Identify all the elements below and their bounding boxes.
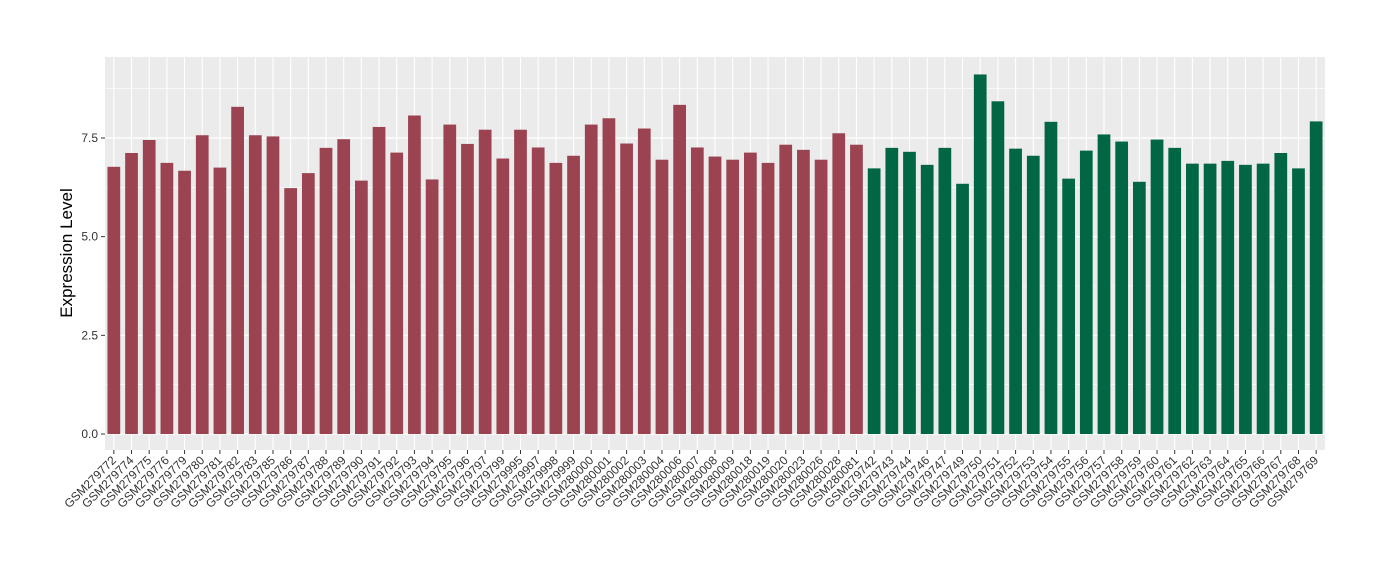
bar-GSM280006: [673, 104, 687, 435]
bar-GSM279792: [390, 152, 404, 434]
bar-GSM279780: [195, 135, 209, 434]
bar-GSM279774: [125, 152, 138, 435]
bar-GSM279767: [1274, 152, 1288, 435]
bar-GSM279758: [1115, 141, 1129, 434]
bar-GSM279799: [496, 158, 510, 435]
bar-GSM279769: [1309, 121, 1323, 434]
bar-GSM279755: [1062, 178, 1075, 434]
bar-GSM279766: [1256, 163, 1270, 435]
bar-GSM279744: [903, 151, 916, 434]
bar-GSM280008: [708, 156, 722, 435]
bar-GSM279796: [461, 143, 474, 435]
y-axis: 0.0 2.5 5.0 7.5: [81, 131, 105, 441]
bar-GSM280001: [602, 118, 616, 435]
bar-GSM279795: [443, 124, 457, 435]
bar-GSM279779: [178, 170, 191, 435]
bar-GSM279756: [1079, 150, 1093, 434]
y-tick-label: 2.5: [81, 328, 98, 342]
bar-GSM279763: [1203, 163, 1217, 435]
bar-GSM279797: [478, 129, 492, 434]
bar-GSM279794: [425, 179, 439, 434]
bar-GSM279742: [867, 168, 881, 434]
bar-GSM279997: [531, 147, 545, 435]
bar-GSM279789: [337, 139, 351, 434]
y-tick-label: 7.5: [81, 131, 98, 145]
bar-GSM279783: [248, 135, 262, 434]
bar-GSM279750: [973, 74, 987, 434]
bar-GSM280023: [797, 149, 810, 434]
bar-GSM279791: [372, 126, 386, 434]
bar-GSM280019: [761, 162, 775, 434]
bar-GSM279765: [1239, 164, 1252, 434]
bar-GSM279760: [1150, 139, 1164, 434]
bar-GSM279752: [1009, 148, 1022, 434]
bar-GSM280020: [779, 144, 793, 434]
bar-GSM279751: [991, 101, 1005, 435]
bar-GSM279757: [1097, 134, 1111, 434]
bar-GSM279772: [107, 166, 121, 434]
bar-GSM279761: [1168, 147, 1182, 434]
bar-GSM279787: [301, 173, 315, 434]
bar-GSM280081: [850, 144, 863, 434]
bar-GSM279746: [920, 164, 934, 434]
bar-GSM279759: [1132, 181, 1146, 434]
bar-GSM279762: [1186, 163, 1199, 435]
bar-GSM280002: [620, 143, 633, 434]
bar-GSM279754: [1044, 121, 1058, 434]
y-tick-label: 0.0: [81, 427, 98, 441]
bar-GSM279790: [355, 180, 368, 434]
bar-GSM279782: [231, 106, 244, 434]
y-tick-label: 5.0: [81, 230, 98, 244]
bar-GSM279781: [213, 167, 227, 434]
bar-GSM279788: [319, 147, 333, 434]
bar-GSM280007: [690, 147, 704, 435]
x-axis: GSM279772GSM279774GSM279775GSM279776GSM2…: [61, 450, 1322, 511]
bar-GSM279785: [266, 136, 280, 434]
bar-GSM280018: [743, 152, 757, 434]
bar-GSM279743: [885, 147, 899, 434]
bars: [107, 74, 1323, 435]
bar-GSM280028: [832, 133, 846, 435]
bar-GSM280000: [584, 124, 598, 435]
y-axis-title: Expression Level: [57, 188, 76, 317]
bar-GSM279747: [938, 147, 952, 434]
bar-GSM279768: [1292, 168, 1305, 434]
bar-GSM279775: [142, 139, 156, 434]
bar-GSM280009: [726, 159, 740, 434]
bar-GSM279776: [160, 162, 174, 434]
bar-GSM279998: [549, 162, 563, 434]
bar-GSM279793: [408, 115, 421, 434]
bar-GSM280003: [637, 128, 651, 434]
bar-GSM280026: [814, 159, 828, 434]
bar-GSM279753: [1026, 155, 1040, 434]
bar-GSM279764: [1221, 160, 1235, 434]
bar-GSM279999: [567, 155, 580, 434]
bar-GSM279749: [956, 183, 969, 434]
bar-GSM279995: [514, 129, 527, 434]
bar-GSM279786: [284, 188, 298, 434]
bar-GSM280004: [655, 159, 669, 434]
